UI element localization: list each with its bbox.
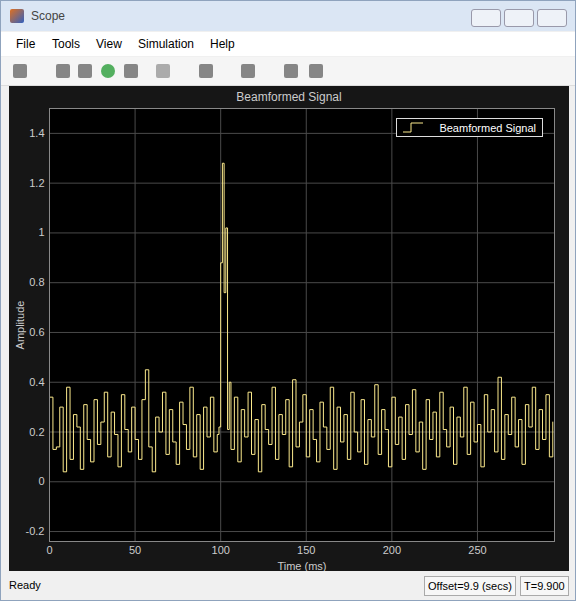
svg-text:0.4: 0.4 xyxy=(29,376,44,388)
svg-text:1.4: 1.4 xyxy=(29,127,44,139)
html-text:Ready: Ready xyxy=(9,579,41,591)
svg-text:0: 0 xyxy=(38,475,44,487)
svg-text:0: 0 xyxy=(46,544,52,556)
svg-text:50: 50 xyxy=(129,544,141,556)
svg-text:-0.2: -0.2 xyxy=(26,525,45,537)
svg-text:Amplitude: Amplitude xyxy=(14,301,26,350)
svg-text:0.6: 0.6 xyxy=(29,326,44,338)
svg-text:0.8: 0.8 xyxy=(29,276,44,288)
svg-text:200: 200 xyxy=(383,544,401,556)
svg-text:Time (ms): Time (ms) xyxy=(277,560,326,572)
svg-text:0.2: 0.2 xyxy=(29,426,44,438)
html-text:Simulation: Simulation xyxy=(138,37,194,51)
html-text:Beamformed Signal: Beamformed Signal xyxy=(439,121,536,134)
svg-text:100: 100 xyxy=(212,544,230,556)
svg-text:1.2: 1.2 xyxy=(29,177,44,189)
html-text:Offset=9.9 (secs): Offset=9.9 (secs) xyxy=(428,580,512,592)
svg-text:1: 1 xyxy=(38,226,44,238)
html-text:Help: Help xyxy=(210,37,235,51)
html-text:File: File xyxy=(16,37,36,51)
html-text:Beamformed Signal: Beamformed Signal xyxy=(236,90,342,104)
svg-text:250: 250 xyxy=(468,544,486,556)
svg-text:150: 150 xyxy=(297,544,315,556)
html-text:Tools: Tools xyxy=(52,37,80,51)
html-text:Scope: Scope xyxy=(31,9,65,23)
html-text:T=9.900: T=9.900 xyxy=(524,580,565,592)
html-text:View: View xyxy=(96,37,122,51)
